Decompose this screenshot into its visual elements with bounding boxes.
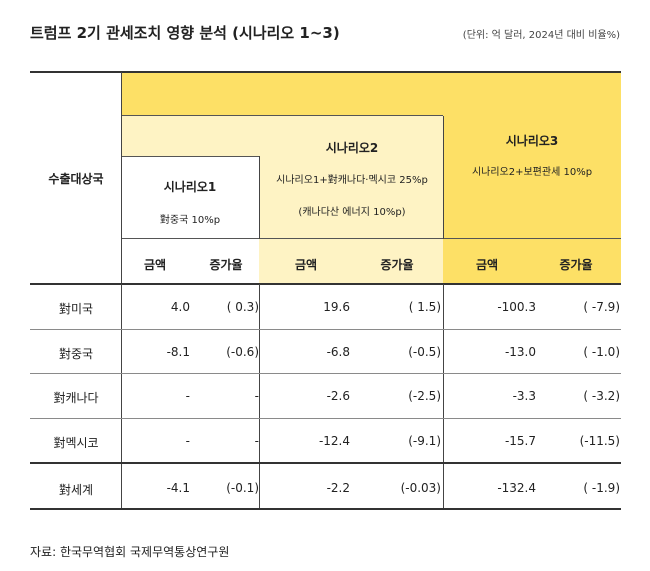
s3-rate-header: 증가율 (559, 258, 593, 272)
scenario1-header-bg (121, 156, 259, 284)
subheader-top-line (121, 238, 621, 239)
country-cell: 對중국 (58, 347, 94, 361)
header-bottom-border (30, 283, 621, 285)
s3-rate-cell: ( -7.9) (583, 300, 620, 314)
unit-note: (단위: 억 달러, 2024년 대비 비율%) (462, 30, 620, 41)
s1-amount-cell: -8.1 (166, 345, 190, 359)
s3-rate-cell: ( -1.0) (583, 345, 620, 359)
scenario3-name: 시나리오3 (505, 134, 559, 148)
s2-rate-cell: ( 1.5) (408, 300, 441, 314)
s2-amount-header: 금액 (294, 258, 318, 272)
s2-amount-cell: 19.6 (323, 300, 350, 314)
s1-rate-cell: ( 0.3) (226, 300, 259, 314)
scenario1-desc: 對중국 10%p (159, 215, 221, 226)
source-note: 자료: 한국무역협회 국제무역통상연구원 (30, 545, 230, 559)
s1-rate-cell: - (254, 389, 259, 403)
s2-amount-cell: -2.2 (326, 481, 350, 495)
s3-amount-cell: -15.7 (504, 434, 536, 448)
rowheader-divider (121, 72, 122, 284)
table-top-border (30, 71, 621, 73)
scenario3-desc: 시나리오2+보편관세 10%p (471, 167, 593, 178)
s3-amount-cell: -13.0 (504, 345, 536, 359)
s1-rate-cell: (-0.1) (226, 481, 259, 495)
total-row-top-border (30, 462, 621, 464)
s3-amount-cell: -100.3 (497, 300, 536, 314)
body-divider-3 (443, 284, 444, 508)
scenario1-top-line (121, 156, 259, 157)
s3-rate-cell: ( -3.2) (583, 389, 620, 403)
s2-amount-cell: -6.8 (326, 345, 350, 359)
s1-rate-header: 증가율 (209, 258, 243, 272)
s3-rate-cell: (-11.5) (579, 434, 620, 448)
row-header-label: 수출대상국 (48, 172, 104, 186)
scenario1-divider (259, 156, 260, 239)
row-separator (30, 418, 621, 419)
s2-rate-cell: (-9.1) (408, 434, 441, 448)
scenario2-desc2: (캐나다산 에너지 10%p) (298, 207, 406, 218)
scenario1-name: 시나리오1 (163, 180, 217, 194)
table-bottom-border (30, 508, 621, 510)
country-cell: 對미국 (58, 302, 94, 316)
s1-amount-header: 금액 (143, 258, 167, 272)
s1-amount-cell: 4.0 (170, 300, 190, 314)
row-separator (30, 373, 621, 374)
scenario2-top-line (121, 115, 443, 116)
s1-amount-cell: - (185, 434, 190, 448)
country-cell: 對세계 (58, 483, 94, 497)
country-cell: 對캐나다 (53, 391, 99, 405)
s1-rate-cell: (-0.6) (226, 345, 259, 359)
scenario2-desc: 시나리오1+對캐나다·멕시코 25%p (276, 175, 428, 186)
s2-rate-cell: (-2.5) (408, 389, 441, 403)
s2-amount-cell: -12.4 (318, 434, 350, 448)
s1-amount-cell: -4.1 (166, 481, 190, 495)
s2-rate-cell: (-0.03) (400, 481, 441, 495)
s1-rate-cell: - (254, 434, 259, 448)
s1-amount-cell: - (185, 389, 190, 403)
page-title: 트럼프 2기 관세조치 영향 분석 (시나리오 1~3) (30, 24, 340, 42)
s2-amount-cell: -2.6 (326, 389, 350, 403)
country-cell: 對멕시코 (53, 436, 99, 450)
scenario2-divider (443, 116, 444, 239)
row-separator (30, 329, 621, 330)
body-divider-1 (121, 284, 122, 508)
body-divider-2 (259, 284, 260, 508)
s3-rate-cell: ( -1.9) (583, 481, 620, 495)
s3-amount-header: 금액 (475, 258, 499, 272)
s2-rate-cell: (-0.5) (408, 345, 441, 359)
s2-rate-header: 증가율 (380, 258, 414, 272)
s3-amount-cell: -3.3 (512, 389, 536, 403)
scenario2-name: 시나리오2 (325, 141, 379, 155)
s3-amount-cell: -132.4 (497, 481, 536, 495)
